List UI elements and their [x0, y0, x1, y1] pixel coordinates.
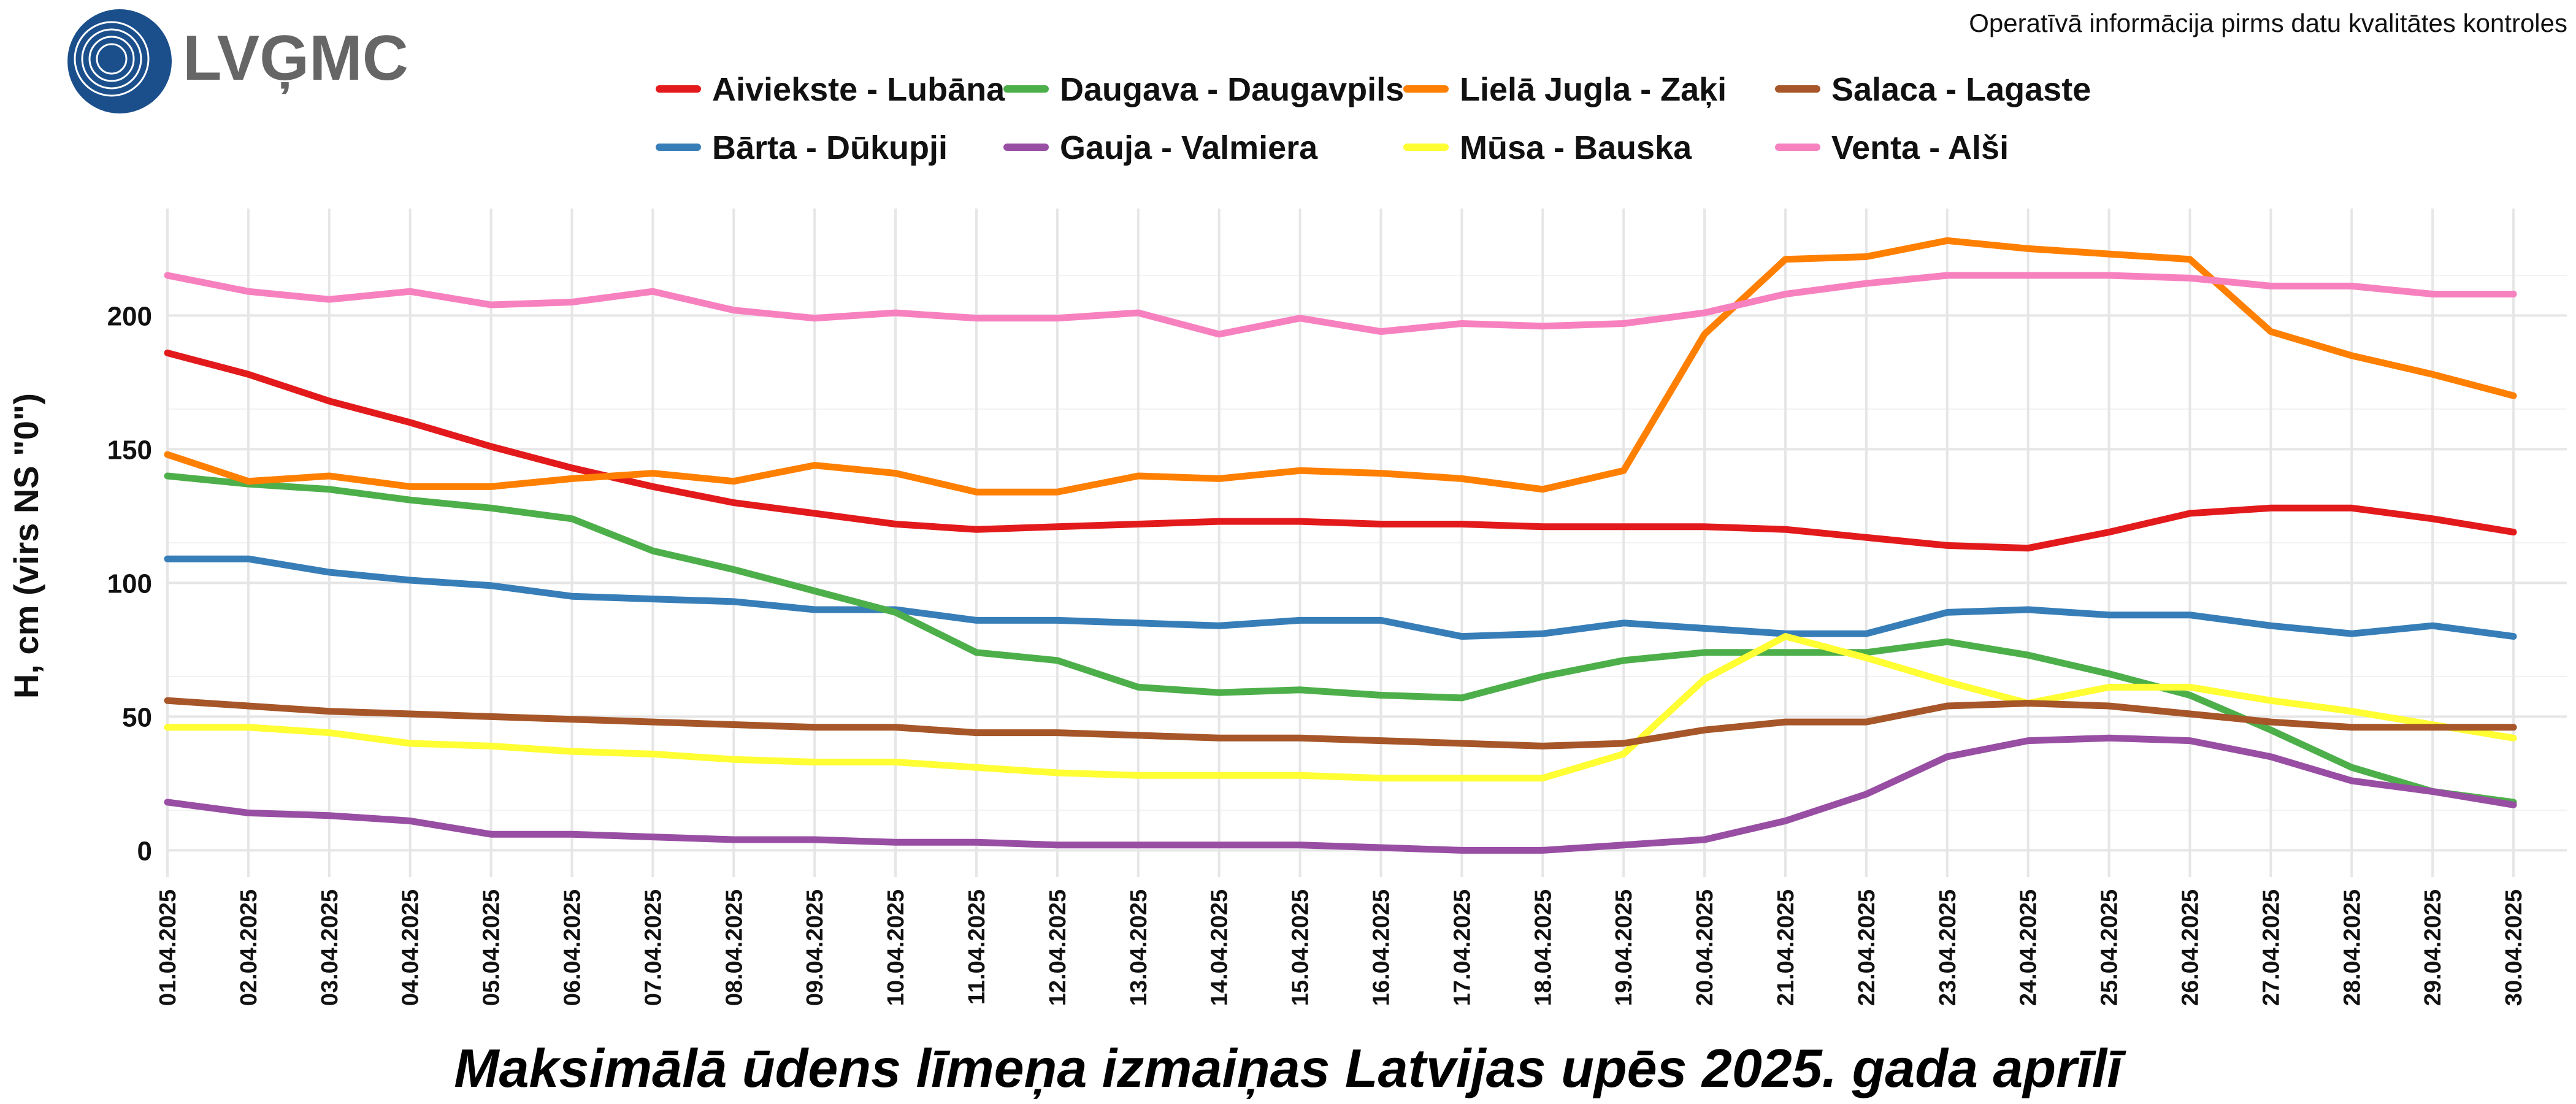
x-tick-label: 01.04.2025 [155, 889, 181, 1006]
x-tick-label: 19.04.2025 [1611, 889, 1637, 1006]
x-tick-label: 16.04.2025 [1369, 889, 1395, 1006]
legend-label: Lielā Jugla - Zaķi [1460, 71, 1727, 108]
x-tick-label: 06.04.2025 [560, 889, 586, 1006]
x-tick-label: 14.04.2025 [1207, 889, 1233, 1006]
y-tick-label: 200 [107, 301, 152, 331]
x-tick-label: 07.04.2025 [640, 889, 666, 1006]
x-tick-label: 11.04.2025 [964, 889, 990, 1005]
y-tick-label: 50 [122, 702, 152, 732]
grid [166, 209, 2567, 877]
x-tick-label: 17.04.2025 [1449, 889, 1475, 1006]
x-tick-label: 22.04.2025 [1854, 889, 1880, 1006]
legend-label: Bārta - Dūkupji [712, 129, 948, 166]
y-tick-label: 150 [107, 435, 152, 465]
x-tick-label: 28.04.2025 [2339, 889, 2365, 1006]
legend-label: Daugava - Daugavpils [1060, 71, 1404, 108]
x-tick-label: 03.04.2025 [317, 889, 343, 1006]
x-tick-label: 15.04.2025 [1288, 889, 1314, 1006]
lvgmc-logo: LVĢMC [67, 9, 408, 113]
series-line [164, 734, 2517, 854]
x-axis-ticks: 01.04.2025 02.04.2025 03.04.2025 04.04.2025… [155, 889, 2527, 1006]
x-tick-label: 05.04.2025 [479, 889, 505, 1006]
series-line [164, 697, 2517, 749]
series-line [164, 555, 2517, 640]
x-tick-label: 24.04.2025 [2016, 889, 2042, 1006]
series-lines [164, 237, 2517, 854]
x-tick-label: 08.04.2025 [721, 889, 747, 1006]
y-tick-label: 0 [137, 836, 152, 866]
x-tick-label: 25.04.2025 [2097, 889, 2123, 1006]
legend-label: Gauja - Valmiera [1060, 129, 1318, 166]
x-tick-label: 21.04.2025 [1773, 889, 1799, 1006]
series-line [164, 472, 2517, 806]
x-tick-label: 30.04.2025 [2501, 889, 2527, 1006]
legend-label: Mūsa - Bauska [1460, 129, 1692, 166]
series-line [164, 349, 2517, 552]
y-tick-label: 100 [107, 569, 152, 599]
legend-label: Aiviekste - Lubāna [712, 71, 1005, 108]
legend-label: Salaca - Lagaste [1831, 71, 2091, 108]
legend-label: Venta - Alši [1831, 129, 2009, 166]
y-axis-ticks: 0 50 100 150 200 [107, 301, 152, 866]
x-tick-label: 29.04.2025 [2420, 889, 2446, 1006]
legend: Aiviekste - Lubāna Bārta - Dūkupji Daugava… [656, 71, 2091, 166]
x-tick-label: 13.04.2025 [1126, 889, 1152, 1006]
x-tick-label: 23.04.2025 [1935, 889, 1961, 1006]
x-tick-label: 20.04.2025 [1692, 889, 1718, 1006]
x-tick-label: 04.04.2025 [398, 889, 424, 1006]
series-line [164, 633, 2517, 782]
x-tick-label: 12.04.2025 [1045, 889, 1071, 1006]
chart-title: Maksimālā ūdens līmeņa izmaiņas Latvijas… [454, 1038, 2126, 1098]
series-line [164, 237, 2517, 496]
notice-text: Operatīvā informācija pirms datu kvalitā… [1969, 9, 2567, 37]
x-tick-label: 26.04.2025 [2178, 889, 2204, 1006]
x-tick-label: 10.04.2025 [883, 889, 909, 1006]
x-tick-label: 02.04.2025 [236, 889, 262, 1006]
y-axis-label: H, cm (virs NS "0") [7, 393, 45, 699]
x-tick-label: 18.04.2025 [1530, 889, 1556, 1006]
series-line [164, 272, 2517, 338]
x-tick-label: 27.04.2025 [2258, 889, 2284, 1006]
logo-text: LVĢMC [183, 23, 408, 94]
x-tick-label: 09.04.2025 [802, 889, 828, 1006]
